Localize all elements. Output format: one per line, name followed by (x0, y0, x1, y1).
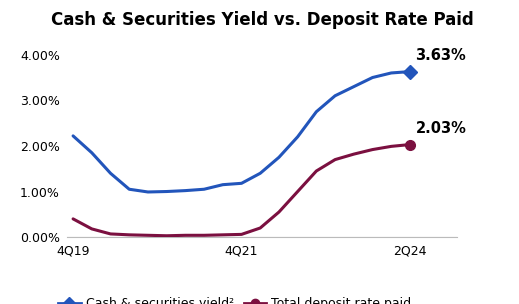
Text: 3.63%: 3.63% (416, 48, 466, 63)
Legend: Cash & securities yield², Total deposit rate paid: Cash & securities yield², Total deposit … (53, 292, 416, 304)
Text: 2.03%: 2.03% (416, 121, 467, 136)
Title: Cash & Securities Yield vs. Deposit Rate Paid: Cash & Securities Yield vs. Deposit Rate… (51, 11, 473, 29)
